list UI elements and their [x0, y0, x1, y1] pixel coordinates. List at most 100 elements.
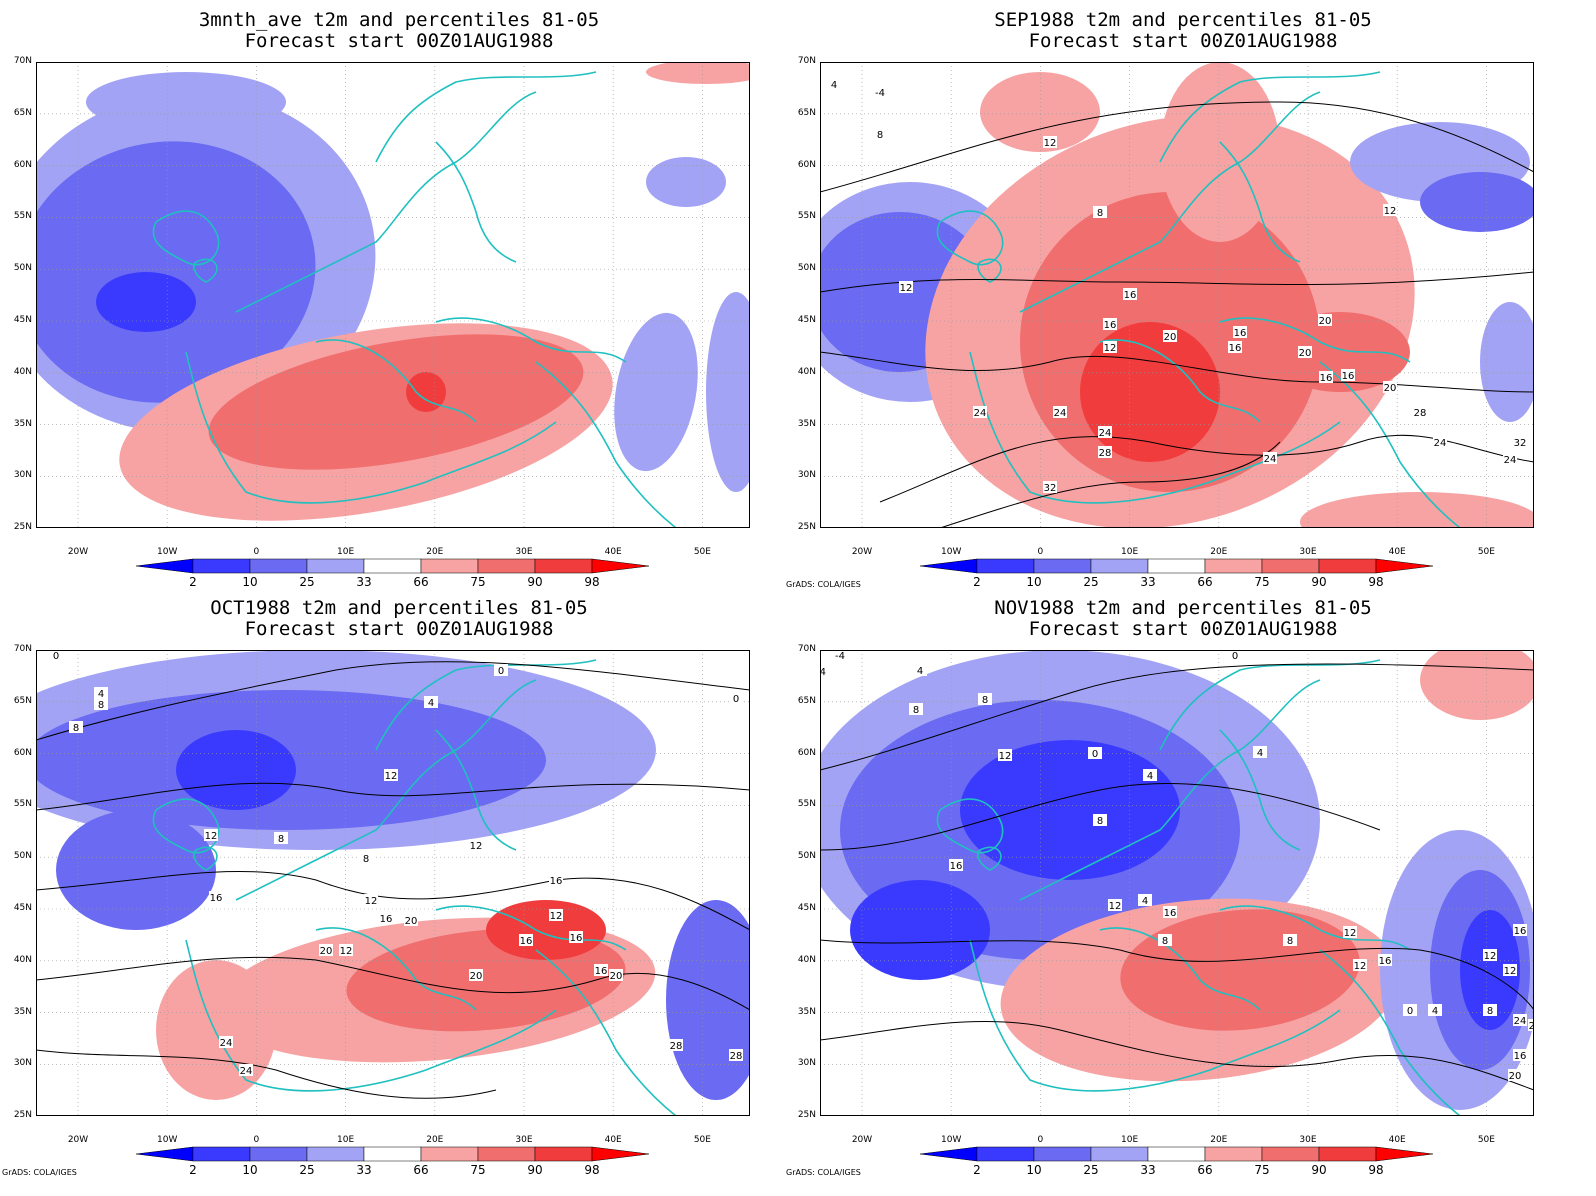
lat-tick-label: 35N — [13, 1006, 32, 1017]
contour-label: 8 — [1283, 934, 1297, 947]
map-panel-3: OCT1988 t2m and percentiles 81-05 Forecas… — [0, 588, 798, 1186]
svg-text:20: 20 — [1319, 316, 1332, 327]
colorbar-swatch — [976, 1146, 1035, 1162]
lon-tick-label: 10E — [1121, 547, 1139, 557]
contour-label: 20 — [609, 969, 623, 982]
colorbar — [136, 1146, 650, 1162]
anomaly-shade — [1080, 322, 1220, 462]
isotherm-line — [820, 1020, 1534, 1091]
contour-label: 0 — [729, 692, 743, 705]
contour-label: 12 — [1043, 136, 1057, 149]
contour-label: 32 — [1043, 481, 1057, 494]
map-area: 4 -4 8 12 8 12 12 16 16 12 16 20 16 20 20 16 16 20 24 24 24 2… — [820, 62, 1534, 528]
colorbar-arrow-high — [1375, 1146, 1434, 1162]
lat-tick-label: 70N — [13, 644, 32, 654]
contour-label: 16 — [1163, 906, 1177, 919]
contour-label: 12 — [899, 281, 913, 294]
lat-tick-label: 50N — [13, 851, 32, 862]
colorbar-label: 75 — [1254, 1163, 1270, 1177]
anomaly-shade — [980, 72, 1100, 152]
svg-text:16: 16 — [380, 914, 393, 925]
lat-tick-label: 30N — [13, 1058, 32, 1069]
isotherm-line — [820, 663, 1534, 771]
anomaly-shade — [960, 740, 1180, 880]
contour-label: 20 — [1528, 1019, 1534, 1032]
coastline — [1319, 361, 1461, 528]
contour-label: 16 — [569, 931, 583, 944]
colorbar-swatch — [1033, 1146, 1092, 1162]
contour-label: 16 — [949, 859, 963, 872]
contour-label: 16 — [1319, 371, 1333, 384]
lon-tick-label: 50E — [1477, 547, 1495, 557]
colorbar-label: 25 — [299, 1163, 315, 1177]
colorbar — [136, 558, 650, 574]
svg-text:-4: -4 — [875, 88, 885, 99]
lon-tick-label: 0 — [1037, 1135, 1044, 1145]
contour-label: 16 — [1378, 954, 1392, 967]
colorbar-label: 75 — [470, 1163, 486, 1177]
lat-tick-label: 25N — [797, 522, 816, 533]
lon-tick-label: 50E — [693, 1135, 711, 1145]
lon-tick-label: 40E — [604, 547, 622, 557]
svg-text:16: 16 — [1342, 371, 1355, 382]
contour-label: 24 — [1053, 406, 1067, 419]
colorbar-label: 2 — [973, 1163, 981, 1177]
contour-label: 12 — [1103, 341, 1117, 354]
svg-text:8: 8 — [73, 723, 79, 734]
credit-label: GrADS: COLA/IGES — [2, 1168, 77, 1177]
contour-label: 4 — [424, 696, 438, 709]
contour-label: 4 — [827, 78, 841, 91]
coastline — [152, 798, 220, 854]
colorbar-swatch — [534, 558, 593, 574]
contour-label: 8 — [274, 832, 288, 845]
lat-tick-label: 40N — [13, 954, 32, 965]
lon-tick-label: 10W — [941, 547, 962, 557]
svg-text:0: 0 — [1407, 1006, 1413, 1017]
coastline — [1159, 71, 1381, 163]
svg-text:8: 8 — [1287, 936, 1293, 947]
svg-text:24: 24 — [974, 408, 987, 419]
contour-label: 16 — [209, 891, 223, 904]
lon-tick-label: 50E — [1477, 1135, 1495, 1145]
contour-label: 20 — [1508, 1069, 1522, 1082]
svg-text:20: 20 — [1384, 383, 1397, 394]
lon-tick-label: 20W — [851, 1135, 873, 1145]
svg-text:12: 12 — [1504, 966, 1517, 977]
colorbar-swatch — [477, 558, 536, 574]
coastline — [435, 141, 517, 263]
lon-tick-label: 40E — [1388, 1135, 1406, 1145]
contour-label: 12 — [998, 749, 1012, 762]
colorbar — [920, 1146, 1434, 1162]
colorbar-label: 25 — [1083, 1163, 1099, 1177]
lon-tick-label: 0 — [1037, 547, 1044, 557]
contour-label: 8 — [359, 852, 373, 865]
lon-tick-label: 20E — [1210, 547, 1228, 557]
anomaly-shade — [1160, 62, 1280, 242]
svg-text:8: 8 — [1097, 816, 1103, 827]
contour-label: 32 — [1513, 436, 1527, 449]
lon-tick-label: 30E — [1299, 547, 1317, 557]
colorbar-swatch — [1147, 558, 1206, 574]
colorbar-label: 98 — [1368, 575, 1384, 589]
contour-label: 16 — [379, 912, 393, 925]
lat-tick-label: 40N — [797, 954, 816, 965]
colorbar-label: 66 — [1197, 575, 1213, 589]
map-area: -4 0 4 -4 8 8 4 0 4 12 16 8 4 12 16 8 12 16 12 8 4 8 12 16 12 0 20… — [820, 650, 1534, 1116]
isotherm-line — [820, 271, 1534, 293]
panel-title: NOV1988 t2m and percentiles 81-05 — [994, 597, 1372, 619]
svg-text:16: 16 — [1104, 320, 1117, 331]
lat-tick-label: 60N — [13, 747, 32, 758]
coastline — [193, 846, 218, 871]
svg-text:12: 12 — [1104, 343, 1117, 354]
colorbar-swatch — [534, 1146, 593, 1162]
colorbar-swatch — [420, 1146, 479, 1162]
svg-text:8: 8 — [1487, 1006, 1493, 1017]
lat-tick-label: 70N — [797, 56, 816, 66]
colorbar-label: 90 — [527, 1163, 543, 1177]
coastline — [1219, 729, 1301, 851]
lat-tick-label: 55N — [13, 799, 32, 810]
contour-label: 4 — [1138, 894, 1152, 907]
isotherm-line — [36, 661, 750, 741]
anomaly-shade — [176, 730, 296, 810]
